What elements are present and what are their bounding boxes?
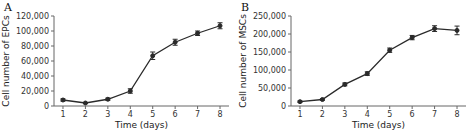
x-tick-label: 7 [432, 110, 437, 119]
error-bar [387, 48, 392, 52]
x-tick-label: 2 [320, 110, 325, 119]
x-tick-label: 1 [297, 110, 302, 119]
y-tick-label: 200,000 [253, 30, 286, 39]
y-tick-label: 0 [281, 102, 286, 111]
y-axis-label: Cell number of MSCs [238, 14, 248, 108]
x-axis-line [291, 106, 466, 107]
plot-area [297, 26, 459, 104]
error-bar [60, 99, 65, 101]
error-bar-cap [455, 26, 460, 27]
error-bar [173, 39, 178, 45]
data-point [196, 31, 200, 35]
data-point [320, 98, 324, 102]
data-point [410, 36, 414, 40]
error-bar-cap [173, 39, 178, 40]
y-tick-label: 50,000 [258, 84, 286, 93]
error-bar [105, 98, 110, 100]
error-bar-cap [432, 31, 437, 32]
panel: A 0 20,000 40,000 60,000 80,000 100,000 120,000… [1, 1, 229, 130]
x-tick-label: 7 [195, 110, 200, 119]
data-point [218, 24, 222, 28]
y-axis-line [291, 16, 292, 106]
error-bar [150, 52, 155, 60]
series-line [300, 29, 457, 102]
y-tick-label: 100,000 [253, 66, 286, 75]
data-point [83, 101, 87, 105]
data-point [173, 40, 177, 44]
y-tick-label: 250,000 [253, 12, 286, 21]
x-tick-label: 8 [217, 110, 222, 119]
plot-area [60, 23, 222, 105]
panel-label: A [3, 1, 13, 14]
x-tick-label: 6 [173, 110, 178, 119]
error-bar-cap [173, 45, 178, 46]
y-tick-label: 80,000 [21, 42, 49, 51]
x-tick-label: 1 [60, 110, 65, 119]
data-point [106, 97, 110, 101]
x-tick-label: 5 [387, 110, 392, 119]
x-tick-label: 6 [410, 110, 415, 119]
error-bar-cap [150, 52, 155, 53]
series-line [63, 26, 220, 103]
y-axis-label: Cell number of EPCs [1, 15, 11, 107]
error-bar [218, 23, 223, 29]
x-tick-label: 8 [454, 110, 459, 119]
y-axis-line [54, 16, 55, 106]
x-tick-label: 2 [83, 110, 88, 119]
y-tick-label: 40,000 [21, 72, 49, 81]
data-point [298, 100, 302, 104]
error-bar-cap [455, 34, 460, 35]
error-bar [432, 26, 437, 32]
x-axis-label: Time (days) [351, 120, 405, 130]
panel-label: B [241, 1, 249, 14]
y-tick-label: 120,000 [16, 12, 49, 21]
error-bar [342, 83, 347, 86]
y-tick-label: 0 [44, 102, 49, 111]
error-bar [410, 35, 415, 39]
error-bar-cap [218, 28, 223, 29]
data-point [365, 72, 369, 76]
error-bar [455, 26, 460, 35]
x-tick-label: 3 [105, 110, 110, 119]
data-point [343, 82, 347, 86]
error-bar-cap [218, 22, 223, 23]
figure: A 0 20,000 40,000 60,000 80,000 100,000 120,000… [0, 0, 474, 132]
x-tick-label: 5 [150, 110, 155, 119]
y-tick-label: 100,000 [16, 27, 49, 36]
x-axis-line [54, 106, 229, 107]
y-tick-label: 60,000 [21, 57, 49, 66]
x-axis-label: Time (days) [114, 120, 168, 130]
error-bar [128, 89, 133, 94]
y-tick-label: 150,000 [253, 48, 286, 57]
x-tick-label: 4 [365, 110, 370, 119]
data-point [151, 54, 155, 58]
error-bar [195, 31, 200, 36]
data-point [455, 28, 459, 32]
data-point [128, 89, 132, 93]
panel: B 0 50,000 100,000 150,000 200,000 250,000 1 2 3 4… [238, 1, 466, 130]
x-tick-label: 3 [342, 110, 347, 119]
data-point [388, 48, 392, 52]
y-tick-label: 20,000 [21, 87, 49, 96]
error-bar-cap [432, 25, 437, 26]
error-bar-cap [150, 59, 155, 60]
data-point [61, 98, 65, 102]
error-bar [365, 72, 370, 76]
data-point [433, 27, 437, 31]
x-tick-label: 4 [128, 110, 133, 119]
